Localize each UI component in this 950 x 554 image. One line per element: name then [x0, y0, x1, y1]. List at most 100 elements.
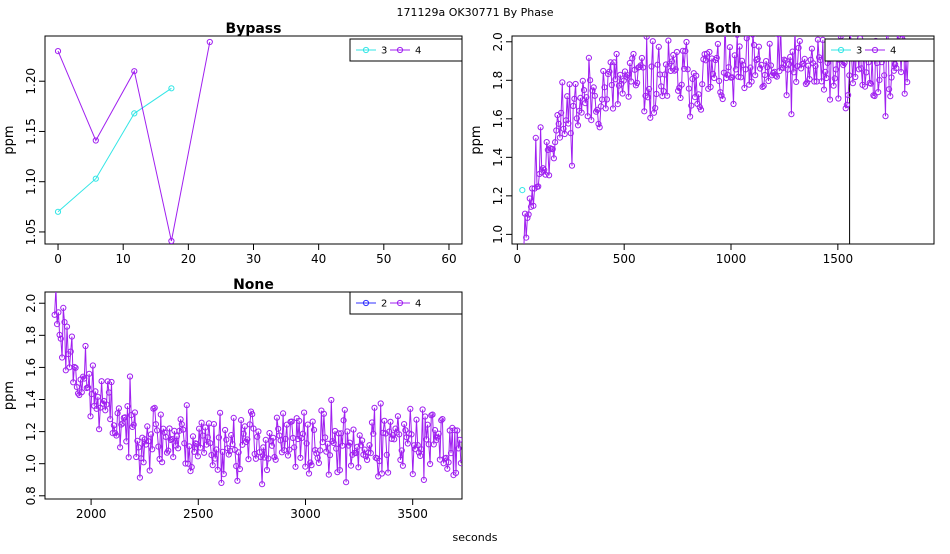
data-point	[135, 444, 142, 451]
data-point	[386, 428, 393, 435]
data-point	[898, 69, 905, 76]
data-point	[785, 61, 793, 68]
y-axis-label: ppm	[2, 125, 17, 154]
data-point	[655, 43, 662, 51]
data-point	[812, 63, 819, 70]
data-point	[86, 370, 93, 377]
data-point	[355, 464, 362, 471]
data-point	[70, 379, 77, 386]
data-point	[208, 452, 215, 459]
data-point	[423, 436, 430, 443]
data-point	[57, 335, 64, 342]
chart-title: None	[233, 277, 274, 293]
data-point	[822, 68, 829, 76]
data-point	[240, 430, 247, 437]
data-point	[730, 100, 737, 108]
data-point	[71, 363, 78, 371]
data-point	[683, 38, 690, 46]
data-point	[689, 75, 696, 83]
data-point	[795, 44, 802, 51]
panel-none: None ppm 2000 2500 3000 3500 0.8 1.0 1.2 1.4 1.6 1.…	[2, 277, 463, 521]
y-tick-label: 1.4	[491, 148, 505, 167]
data-point	[297, 454, 304, 461]
data-point	[410, 442, 418, 449]
data-point	[324, 440, 331, 447]
data-point	[376, 457, 383, 465]
data-point	[693, 72, 700, 79]
data-point	[552, 139, 559, 146]
data-point	[168, 85, 175, 92]
data-point	[424, 421, 431, 428]
data-point	[750, 36, 756, 38]
data-point	[606, 68, 613, 75]
data-point	[763, 58, 770, 65]
data-point	[310, 426, 318, 433]
x-tick-label: 40	[311, 252, 326, 266]
data-point	[168, 436, 176, 443]
data-point	[678, 81, 685, 88]
data-point	[521, 248, 526, 253]
data-point	[846, 72, 853, 79]
data-point	[336, 467, 343, 474]
data-point	[222, 426, 229, 434]
data-point	[706, 48, 713, 56]
data-point	[161, 429, 168, 436]
data-point	[782, 57, 789, 64]
data-point	[175, 445, 182, 452]
data-point	[155, 443, 162, 450]
data-point	[54, 208, 62, 215]
data-point	[629, 55, 636, 62]
data-point	[326, 452, 334, 459]
data-point	[168, 237, 175, 244]
data-point	[778, 23, 783, 28]
x-axis: 0 10 20 30 40 50 60	[54, 244, 457, 266]
data-point	[320, 410, 327, 417]
data-point	[681, 65, 688, 72]
data-point	[183, 402, 190, 409]
data-point	[858, 65, 865, 72]
data-point	[392, 425, 399, 432]
data-point	[525, 211, 532, 218]
data-point	[582, 100, 589, 107]
data-point	[60, 304, 67, 311]
data-point	[394, 413, 401, 420]
x-tick-label: 0	[514, 252, 522, 266]
data-point	[884, 23, 889, 28]
data-point	[849, 80, 857, 87]
data-point	[670, 51, 677, 59]
data-point	[249, 411, 256, 418]
data-point	[590, 84, 597, 91]
x-tick-label: 0	[54, 252, 62, 266]
data-point	[338, 430, 345, 437]
data-point	[344, 428, 351, 435]
data-point	[381, 417, 388, 424]
data-point	[126, 373, 134, 380]
data-point	[454, 427, 461, 434]
data-point	[241, 423, 248, 430]
data-point	[570, 102, 577, 110]
data-point	[346, 439, 353, 446]
legend-entry-label: 3	[856, 46, 862, 57]
series-3	[54, 85, 175, 215]
data-point	[559, 79, 566, 86]
data-point	[93, 405, 100, 412]
data-point	[723, 14, 728, 19]
data-point	[294, 435, 301, 443]
data-point	[628, 78, 635, 85]
data-point	[352, 450, 360, 457]
data-point	[893, 65, 900, 72]
data-point	[611, 59, 618, 66]
data-point	[826, 96, 834, 103]
data-point	[420, 476, 427, 483]
data-point	[790, 69, 797, 76]
data-point	[72, 364, 79, 371]
legend-swatch-marker	[871, 46, 879, 54]
data-point	[218, 479, 225, 486]
data-point	[832, 66, 840, 73]
data-point	[429, 411, 436, 418]
data-point	[677, 94, 684, 102]
data-point	[228, 432, 235, 439]
data-point	[323, 448, 330, 455]
